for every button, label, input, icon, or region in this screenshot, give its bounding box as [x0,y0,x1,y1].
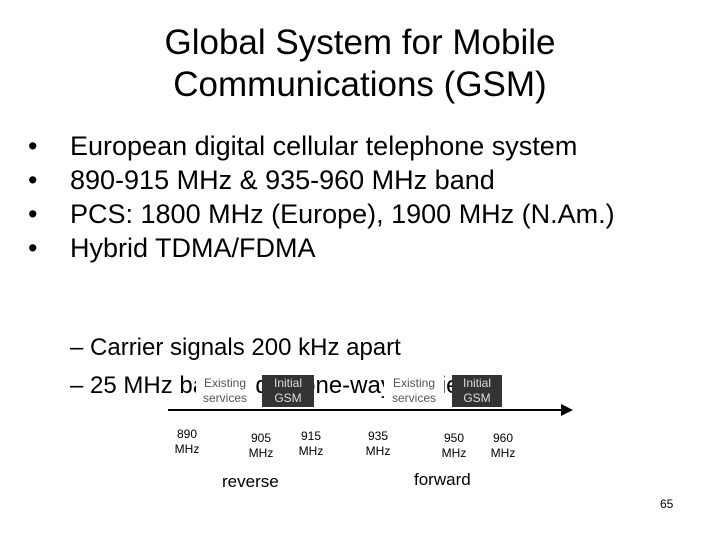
freq-label: 960 MHz [478,431,528,461]
freq-unit: MHz [298,444,324,458]
band-box-gsm-reverse: Initial GSM [262,375,314,407]
band-box-line: Existing [203,376,247,390]
band-box-line: GSM [274,391,302,405]
freq-unit: MHz [174,442,200,456]
freq-label: 905 MHz [236,431,286,461]
freq-label: 915 MHz [286,429,336,459]
band-box-existing-reverse: Existing services [196,375,254,407]
slide-title: Global System for Mobile Communications … [0,22,720,106]
bullet-item: PCS: 1800 MHz (Europe), 1900 MHz (N.Am.) [28,198,630,230]
band-box-line: services [202,391,247,405]
freq-unit: MHz [248,446,274,460]
freq-value: 905 [250,431,272,445]
freq-unit: MHz [365,444,391,458]
freq-label: 950 MHz [429,431,479,461]
freq-value: 935 [367,429,389,443]
freq-unit: MHz [441,446,467,460]
freq-value: 890 [176,427,198,441]
band-box-line: GSM [463,391,491,405]
bullet-item: Hybrid TDMA/FDMA [28,232,708,264]
bullet-list: European digital cellular telephone syst… [28,130,708,266]
band-box-line: Initial [273,376,302,390]
band-box-line: Initial [462,376,491,390]
title-line-2: Communications (GSM) [173,65,547,104]
forward-label: forward [414,470,471,489]
freq-label: 890 MHz [162,427,212,457]
freq-value: 915 [300,429,322,443]
band-box-gsm-forward: Initial GSM [452,375,502,407]
freq-value: 960 [492,431,514,445]
page-number: 65 [660,497,674,511]
frequency-axis [168,409,563,411]
reverse-label: reverse [222,472,279,491]
sub-bullet-item: Carrier signals 200 kHz apart [70,334,401,362]
bullet-item: 890-915 MHz & 935-960 MHz band [28,164,708,196]
band-box-existing-forward: Existing services [384,375,444,407]
bullet-item: European digital cellular telephone syst… [28,130,708,162]
axis-arrow-icon [561,404,573,416]
band-box-line: services [391,391,436,405]
freq-label: 935 MHz [353,429,403,459]
title-line-1: Global System for Mobile [164,23,556,62]
freq-unit: MHz [490,446,516,460]
band-box-line: Existing [392,376,436,390]
freq-value: 950 [443,431,465,445]
